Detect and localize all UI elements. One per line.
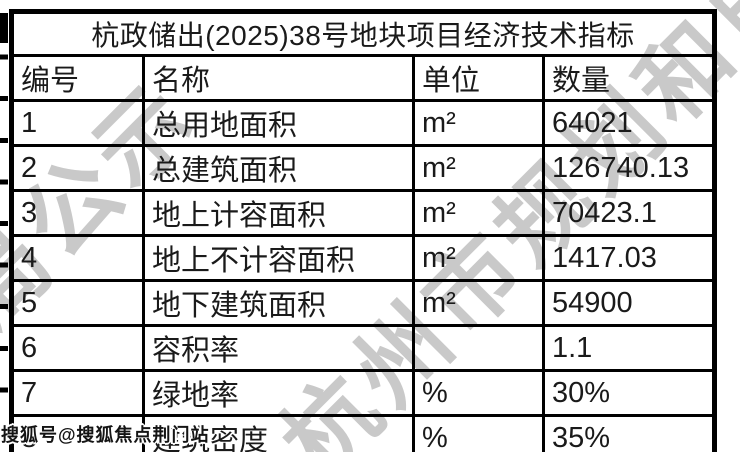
table-title-row: 杭政储出(2025)38号地块项目经济技术指标 bbox=[9, 10, 717, 57]
cell-name: 地上计容面积 bbox=[142, 189, 415, 237]
left-edge-row-ticks bbox=[0, 13, 8, 394]
cell-quantity: 126740.13 bbox=[541, 144, 717, 192]
cell-quantity: 54900 bbox=[541, 279, 717, 327]
cell-unit: % bbox=[412, 414, 545, 452]
cell-number: 5 bbox=[10, 279, 145, 327]
cell-unit: m² bbox=[412, 99, 545, 147]
table-row: 5 地下建筑面积 m² 54900 bbox=[10, 279, 717, 327]
cell-unit bbox=[412, 324, 545, 372]
cell-unit: % bbox=[412, 369, 545, 417]
cell-unit: m² bbox=[412, 279, 545, 327]
table-title: 杭政储出(2025)38号地块项目经济技术指标 bbox=[9, 10, 717, 57]
table-row: 8 建筑密度 % 35% bbox=[10, 414, 717, 452]
column-header-quantity: 数量 bbox=[541, 54, 717, 102]
cell-number: 6 bbox=[10, 324, 145, 372]
cell-number: 2 bbox=[10, 144, 145, 192]
table-row: 3 地上计容面积 m² 70423.1 bbox=[10, 189, 717, 237]
cell-quantity: 35% bbox=[541, 414, 717, 452]
indicator-table: 杭政储出(2025)38号地块项目经济技术指标 编号 名称 单位 数量 1 总用… bbox=[9, 9, 718, 452]
cell-name: 总建筑面积 bbox=[142, 144, 415, 192]
cell-quantity: 64021 bbox=[541, 99, 717, 147]
cell-name: 总用地面积 bbox=[142, 99, 415, 147]
cell-number: 3 bbox=[10, 189, 145, 237]
table-row: 1 总用地面积 m² 64021 bbox=[10, 99, 717, 147]
cell-name: 绿地率 bbox=[142, 369, 415, 417]
cell-number: 1 bbox=[10, 99, 145, 147]
column-header-number: 编号 bbox=[10, 54, 145, 102]
cell-number: 7 bbox=[10, 369, 145, 417]
table-row: 2 总建筑面积 m² 126740.13 bbox=[10, 144, 717, 192]
cell-quantity: 1.1 bbox=[541, 324, 717, 372]
table-row: 4 地上不计容面积 m² 1417.03 bbox=[10, 234, 717, 282]
cell-unit: m² bbox=[412, 144, 545, 192]
cell-number: 8 bbox=[10, 414, 145, 452]
cell-unit: m² bbox=[412, 189, 545, 237]
column-header-unit: 单位 bbox=[412, 54, 545, 102]
cell-quantity: 1417.03 bbox=[541, 234, 717, 282]
column-header-name: 名称 bbox=[142, 54, 415, 102]
cell-quantity: 70423.1 bbox=[541, 189, 717, 237]
table-row: 7 绿地率 % 30% bbox=[10, 369, 717, 417]
cell-name: 地下建筑面积 bbox=[142, 279, 415, 327]
cell-unit: m² bbox=[412, 234, 545, 282]
credit-watermark: 搜狐号@搜狐焦点荆门站 bbox=[1, 425, 210, 445]
table-row: 6 容积率 1.1 bbox=[10, 324, 717, 372]
cell-name: 建筑密度 bbox=[142, 414, 415, 452]
indicator-table-body: 杭政储出(2025)38号地块项目经济技术指标 编号 名称 单位 数量 1 总用… bbox=[9, 10, 717, 452]
cell-name: 地上不计容面积 bbox=[142, 234, 415, 282]
table-header-row: 编号 名称 单位 数量 bbox=[10, 54, 717, 102]
cell-quantity: 30% bbox=[541, 369, 717, 417]
cell-number: 4 bbox=[10, 234, 145, 282]
cell-name: 容积率 bbox=[142, 324, 415, 372]
